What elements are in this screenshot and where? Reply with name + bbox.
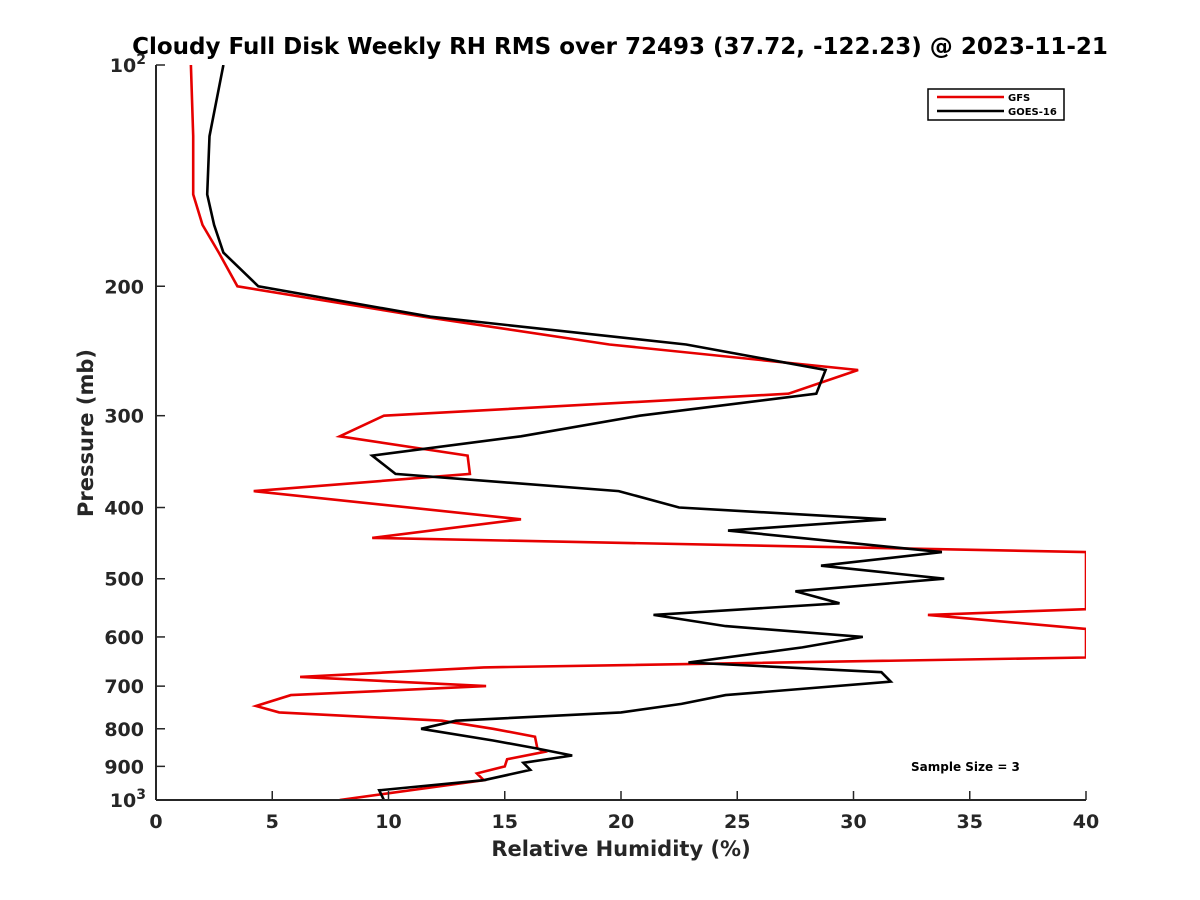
series-layer bbox=[189, 65, 1086, 800]
legend-label-goes16: GOES-16 bbox=[1008, 107, 1057, 118]
legend: GFS GOES-16 bbox=[927, 88, 1065, 121]
plot-area: 0 5 10 15 20 25 30 35 40 200 300 400 500 600 700 800 90… bbox=[104, 52, 1099, 833]
x-tick-label: 40 bbox=[1073, 811, 1099, 833]
sample-size-annotation: Sample Size = 3 bbox=[911, 760, 1020, 774]
y-tick-label: 600 bbox=[104, 627, 144, 649]
y-axis-label: Pressure (mb) bbox=[74, 349, 98, 517]
y-tick-label: 200 bbox=[104, 276, 144, 298]
y-tick-label: 800 bbox=[104, 719, 144, 741]
x-tick-label: 0 bbox=[149, 811, 162, 833]
series-line-gfs bbox=[189, 65, 1086, 800]
x-axis-ticks: 0 5 10 15 20 25 30 35 40 bbox=[149, 791, 1099, 833]
y-tick-label: 400 bbox=[104, 498, 144, 520]
x-tick-label: 10 bbox=[375, 811, 401, 833]
series-line-goes16 bbox=[205, 65, 945, 800]
x-tick-label: 30 bbox=[840, 811, 866, 833]
chart-title: Cloudy Full Disk Weekly RH RMS over 7249… bbox=[132, 34, 1108, 60]
y-tick-label-power: 102 bbox=[110, 52, 146, 77]
legend-box bbox=[927, 88, 1065, 121]
y-tick-label: 700 bbox=[104, 676, 144, 698]
y-tick-label: 300 bbox=[104, 406, 144, 428]
y-tick-label: 500 bbox=[104, 569, 144, 591]
legend-label-gfs: GFS bbox=[1008, 93, 1030, 104]
x-tick-label: 20 bbox=[608, 811, 634, 833]
y-tick-label-power: 103 bbox=[110, 787, 146, 812]
x-axis-label: Relative Humidity (%) bbox=[491, 837, 750, 861]
x-tick-label: 25 bbox=[724, 811, 750, 833]
x-tick-label: 35 bbox=[957, 811, 983, 833]
y-axis-ticks: 200 300 400 500 600 700 800 900 102 103 bbox=[104, 52, 165, 812]
y-tick-label: 900 bbox=[104, 756, 144, 778]
x-tick-label: 15 bbox=[492, 811, 518, 833]
x-tick-label: 5 bbox=[266, 811, 279, 833]
